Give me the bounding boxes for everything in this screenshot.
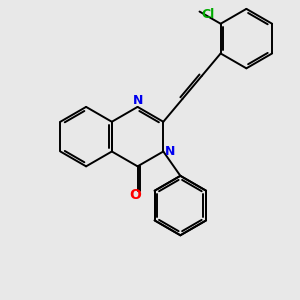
Text: N: N <box>165 145 175 158</box>
Text: N: N <box>132 94 143 107</box>
Text: Cl: Cl <box>201 8 214 21</box>
Text: O: O <box>129 188 141 202</box>
